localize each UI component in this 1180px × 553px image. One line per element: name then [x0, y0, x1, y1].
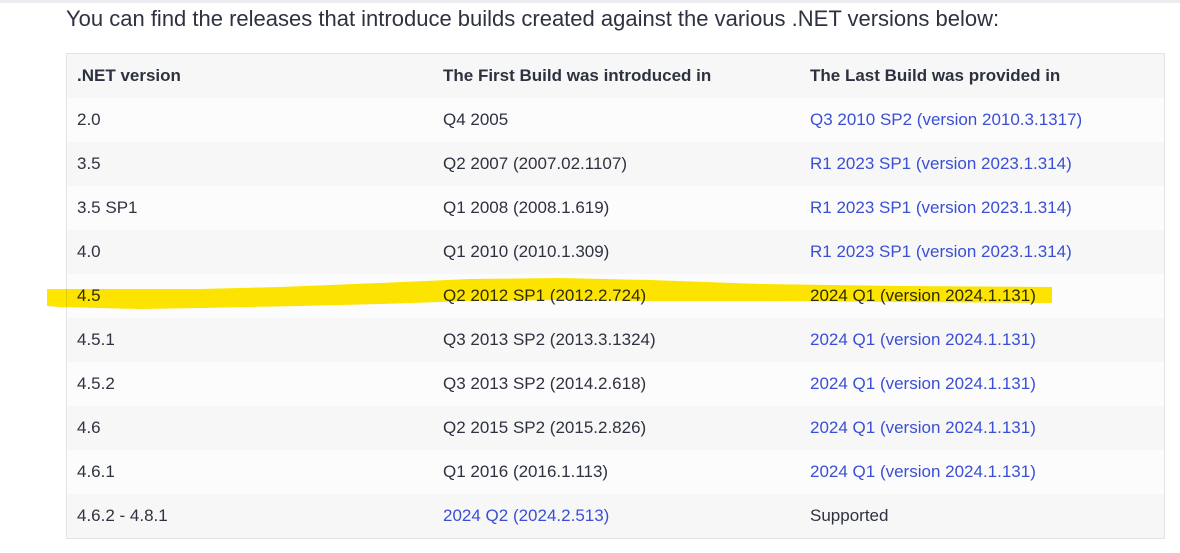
- cell-net-version: 4.6: [66, 406, 433, 450]
- cell-last-build: 2024 Q1 (version 2024.1.131): [800, 406, 1165, 450]
- table-row: 4.0 Q1 2010 (2010.1.309) R1 2023 SP1 (vers…: [66, 230, 1165, 274]
- table-row: 4.5 Q2 2012 SP1 (2012.2.724) 2024 Q1 (vers…: [66, 274, 1165, 318]
- cell-first-build: Q2 2015 SP2 (2015.2.826): [433, 406, 800, 450]
- cell-first-build: Q1 2016 (2016.1.113): [433, 450, 800, 494]
- cell-net-version: 4.5: [66, 274, 433, 318]
- cell-last-build: 2024 Q1 (version 2024.1.131): [800, 450, 1165, 494]
- cell-first-build: Q2 2012 SP1 (2012.2.724): [433, 274, 800, 318]
- cell-first-build: Q1 2010 (2010.1.309): [433, 230, 800, 274]
- cell-last-build-link[interactable]: 2024 Q1 (version 2024.1.131): [810, 286, 1036, 305]
- cell-last-build-link[interactable]: 2024 Q1 (version 2024.1.131): [810, 374, 1036, 393]
- cell-last-build-link[interactable]: R1 2023 SP1 (version 2023.1.314): [810, 198, 1072, 217]
- table-row: 4.5.1 Q3 2013 SP2 (2013.3.1324) 2024 Q1 (v…: [66, 318, 1165, 362]
- cell-net-version: 4.6.2 - 4.8.1: [66, 494, 433, 539]
- intro-text: You can find the releases that introduce…: [66, 6, 1000, 31]
- header-first-build: The First Build was introduced in: [433, 53, 800, 98]
- cell-net-version: 4.5.2: [66, 362, 433, 406]
- top-divider: [0, 0, 1180, 3]
- cell-first-build: Q3 2013 SP2 (2014.2.618): [433, 362, 800, 406]
- cell-last-build-link[interactable]: 2024 Q1 (version 2024.1.131): [810, 330, 1036, 349]
- cell-first-build: 2024 Q2 (2024.2.513): [433, 494, 800, 539]
- cell-last-build: R1 2023 SP1 (version 2023.1.314): [800, 142, 1165, 186]
- cell-last-build-link[interactable]: R1 2023 SP1 (version 2023.1.314): [810, 242, 1072, 261]
- cell-first-build: Q1 2008 (2008.1.619): [433, 186, 800, 230]
- table-row: 4.6 Q2 2015 SP2 (2015.2.826) 2024 Q1 (vers…: [66, 406, 1165, 450]
- table-row: 4.6.1 Q1 2016 (2016.1.113) 2024 Q1 (versio…: [66, 450, 1165, 494]
- cell-last-build: 2024 Q1 (version 2024.1.131): [800, 362, 1165, 406]
- cell-net-version: 3.5: [66, 142, 433, 186]
- cell-last-build: R1 2023 SP1 (version 2023.1.314): [800, 230, 1165, 274]
- cell-last-build: R1 2023 SP1 (version 2023.1.314): [800, 186, 1165, 230]
- cell-last-build: 2024 Q1 (version 2024.1.131): [800, 274, 1165, 318]
- cell-last-build: Supported: [800, 494, 1165, 539]
- cell-first-build: Q3 2013 SP2 (2013.3.1324): [433, 318, 800, 362]
- cell-net-version: 2.0: [66, 98, 433, 142]
- cell-net-version: 3.5 SP1: [66, 186, 433, 230]
- cell-last-build-link[interactable]: Q3 2010 SP2 (version 2010.3.1317): [810, 110, 1083, 129]
- cell-net-version: 4.6.1: [66, 450, 433, 494]
- table-row: 4.5.2 Q3 2013 SP2 (2014.2.618) 2024 Q1 (ve…: [66, 362, 1165, 406]
- cell-last-build-link[interactable]: R1 2023 SP1 (version 2023.1.314): [810, 154, 1072, 173]
- cell-last-build-link[interactable]: 2024 Q1 (version 2024.1.131): [810, 418, 1036, 437]
- cell-net-version: 4.5.1: [66, 318, 433, 362]
- table-header-row: .NET version The First Build was introdu…: [66, 53, 1165, 98]
- cell-first-build: Q4 2005: [433, 98, 800, 142]
- dotnet-versions-table: .NET version The First Build was introdu…: [66, 53, 1165, 539]
- cell-last-build-link[interactable]: 2024 Q1 (version 2024.1.131): [810, 462, 1036, 481]
- cell-last-build: Q3 2010 SP2 (version 2010.3.1317): [800, 98, 1165, 142]
- cell-first-build: Q2 2007 (2007.02.1107): [433, 142, 800, 186]
- cell-last-build: 2024 Q1 (version 2024.1.131): [800, 318, 1165, 362]
- table-row: 2.0 Q4 2005 Q3 2010 SP2 (version 2010.3.13…: [66, 98, 1165, 142]
- table-row: 4.6.2 - 4.8.1 2024 Q2 (2024.2.513) Support…: [66, 494, 1165, 539]
- table-row: 3.5 SP1 Q1 2008 (2008.1.619) R1 2023 SP1 (…: [66, 186, 1165, 230]
- table-row: 3.5 Q2 2007 (2007.02.1107) R1 2023 SP1 (ve…: [66, 142, 1165, 186]
- header-net-version: .NET version: [66, 53, 433, 98]
- cell-net-version: 4.0: [66, 230, 433, 274]
- header-last-build: The Last Build was provided in: [800, 53, 1165, 98]
- cell-first-build-link[interactable]: 2024 Q2 (2024.2.513): [443, 506, 610, 525]
